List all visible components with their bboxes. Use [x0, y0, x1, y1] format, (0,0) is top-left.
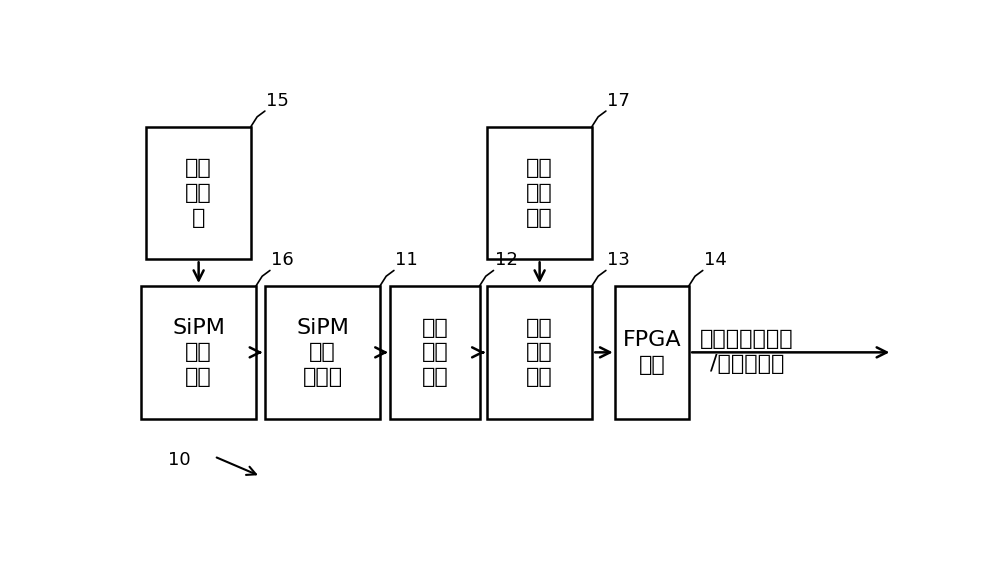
Text: 10: 10: [168, 450, 191, 469]
Text: FPGA
电路: FPGA 电路: [623, 330, 681, 375]
Text: 15: 15: [266, 92, 289, 110]
Text: 13: 13: [607, 251, 630, 269]
Bar: [146, 126, 251, 259]
Text: 阈値
设置
电路: 阈値 设置 电路: [526, 158, 553, 228]
Bar: [390, 286, 480, 419]
Text: 17: 17: [607, 92, 630, 110]
Text: 曙光控制（开始
/结束）信号: 曙光控制（开始 /结束）信号: [700, 329, 794, 374]
Bar: [141, 286, 256, 419]
Text: 信号
调理
电路: 信号 调理 电路: [422, 317, 448, 387]
Text: SiPM
驱动
电路: SiPM 驱动 电路: [172, 317, 225, 387]
Bar: [487, 126, 592, 259]
Bar: [487, 286, 592, 419]
Text: 14: 14: [704, 251, 727, 269]
Text: 12: 12: [495, 251, 518, 269]
Text: SiPM
传感
器模块: SiPM 传感 器模块: [296, 317, 349, 387]
Bar: [615, 286, 689, 419]
Text: 迟滞
比较
电路: 迟滞 比较 电路: [526, 317, 553, 387]
Text: 温度
传感
器: 温度 传感 器: [185, 158, 212, 228]
Text: 16: 16: [271, 251, 294, 269]
Text: 11: 11: [395, 251, 418, 269]
Bar: [265, 286, 380, 419]
